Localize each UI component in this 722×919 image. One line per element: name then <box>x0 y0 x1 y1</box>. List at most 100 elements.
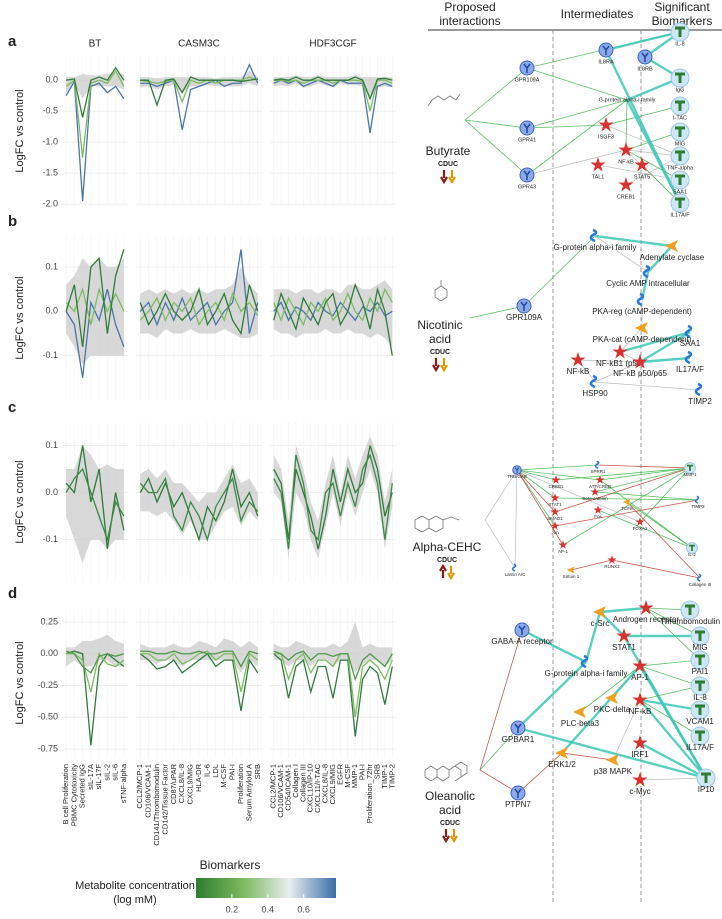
protein-node <box>642 264 651 279</box>
node-label: c-Myc <box>629 787 650 796</box>
node-label: NF-kB <box>629 707 652 716</box>
transcription-factor-node <box>595 475 605 484</box>
line <box>140 63 259 130</box>
study-label: CD <box>430 349 440 356</box>
node-label: AP-1 <box>558 549 569 554</box>
node-label: I-TAC <box>673 115 687 121</box>
node-label: G-protein alpha-i family <box>545 669 628 678</box>
protein-node <box>589 374 598 389</box>
edge <box>639 659 701 667</box>
edge <box>647 245 673 273</box>
node-label: G-protein alpha-i family <box>554 243 637 252</box>
edge <box>554 497 699 501</box>
protein-node <box>696 573 702 582</box>
transcription-factor-node <box>607 555 617 564</box>
transcription-factor-node <box>634 157 650 172</box>
x-tick-label: CXCL11/I-TAC <box>313 763 322 812</box>
line <box>139 652 259 712</box>
x-tick-label: sIL-6 <box>111 764 120 781</box>
edge <box>570 559 613 571</box>
edge <box>562 467 691 546</box>
node-label: PKA-cat (cAMP-dependent) <box>593 335 692 344</box>
metabolite-name: acid <box>439 803 461 817</box>
enzyme-node <box>593 606 606 618</box>
pathway-diagram: TRB/GAB SPRR1 CREB1 ATF/CREB Beta-catenin STA… <box>413 460 712 587</box>
edge <box>555 467 691 481</box>
node-label: Collagen III <box>689 582 712 587</box>
enzyme-node <box>566 566 575 574</box>
edge <box>521 628 587 664</box>
x-tick-label: Collagen III <box>298 764 307 802</box>
x-tick-label: CD106/VCAM-1 <box>144 764 153 818</box>
node-label: IL8RB <box>637 66 653 72</box>
study-label: UC <box>448 161 458 168</box>
transcription-factor-node <box>632 658 648 673</box>
y-tick-label: -2.0 <box>42 199 58 209</box>
edge <box>639 356 691 364</box>
molecule <box>424 761 468 782</box>
biomarker-glyph <box>675 100 685 111</box>
node-label: TAL1 <box>592 174 605 180</box>
node-label: IP10 <box>698 785 715 794</box>
biomarker-glyph <box>675 26 685 37</box>
y-tick-label: -0.5 <box>42 106 58 116</box>
edge <box>516 469 556 499</box>
biomarker-glyph <box>701 772 711 783</box>
ribbon <box>140 267 258 338</box>
edge <box>464 119 528 129</box>
biomarker-glyph <box>675 150 685 161</box>
edge <box>626 76 681 102</box>
node-label: PKC-delta <box>594 705 631 714</box>
node-label: IL17A/F <box>676 365 704 374</box>
x-tick-label: sIL-17A <box>86 764 95 790</box>
edge <box>639 777 707 781</box>
edge <box>599 606 647 614</box>
node-label: ATF/CREB <box>589 484 611 489</box>
enzyme-node <box>605 692 618 704</box>
line <box>273 282 393 356</box>
edge <box>526 99 628 176</box>
transcription-factor-node <box>618 177 634 192</box>
edge <box>561 665 641 754</box>
x-tick-label: sTNF-alpha <box>119 763 128 803</box>
node-label: TIMP2 <box>688 397 712 406</box>
receptor-glyph <box>523 123 531 133</box>
node-label: Androgen receptor <box>613 615 680 624</box>
y-axis-title: LogFC vs control <box>14 276 26 359</box>
metabolite-name: Oleanolic <box>425 789 475 803</box>
node-label: ISGF3 <box>598 134 614 140</box>
node-label: Cyclic AMP intracellular <box>606 279 690 288</box>
edge <box>516 464 599 471</box>
edge <box>554 499 699 527</box>
x-tick-label: B cell Proliferation <box>61 764 70 824</box>
y-tick-label: 0.1 <box>45 440 58 450</box>
x-tick-label: TIMP-2 <box>387 764 396 789</box>
pathway-diagram: GABA-A receptor c-Src Androgen receptorThr… <box>425 600 720 844</box>
node-label: SMAD1 <box>547 516 563 521</box>
line <box>273 79 393 112</box>
edge <box>516 469 556 513</box>
header-biomarkers: Biomarkers <box>652 14 713 28</box>
line <box>140 650 259 693</box>
node-label: IL-8 <box>693 693 707 702</box>
facet-title: BT <box>89 39 102 50</box>
node-label: PKA-reg (cAMP-dependent) <box>592 307 692 316</box>
line <box>66 66 125 118</box>
receptor-glyph <box>523 170 531 180</box>
node-label: TRB/GAB <box>507 474 527 479</box>
node-label: NF-kB1 (p50) <box>596 359 644 368</box>
node-label: AP-1 <box>631 673 649 682</box>
enzyme-node <box>622 498 631 506</box>
node-label: VCAM1 <box>686 717 714 726</box>
transcription-factor-node <box>558 540 568 549</box>
transcription-factor-node <box>590 157 606 172</box>
x-tick-label: M-CSF <box>343 764 352 788</box>
panel-letter: d <box>8 585 17 602</box>
biomarker-glyph <box>695 680 705 691</box>
edge <box>554 467 691 513</box>
node-label: SPRR1 <box>590 469 606 474</box>
line <box>65 467 125 543</box>
biomarker-glyph <box>675 126 685 137</box>
edge <box>594 234 673 248</box>
molecules <box>414 93 468 782</box>
